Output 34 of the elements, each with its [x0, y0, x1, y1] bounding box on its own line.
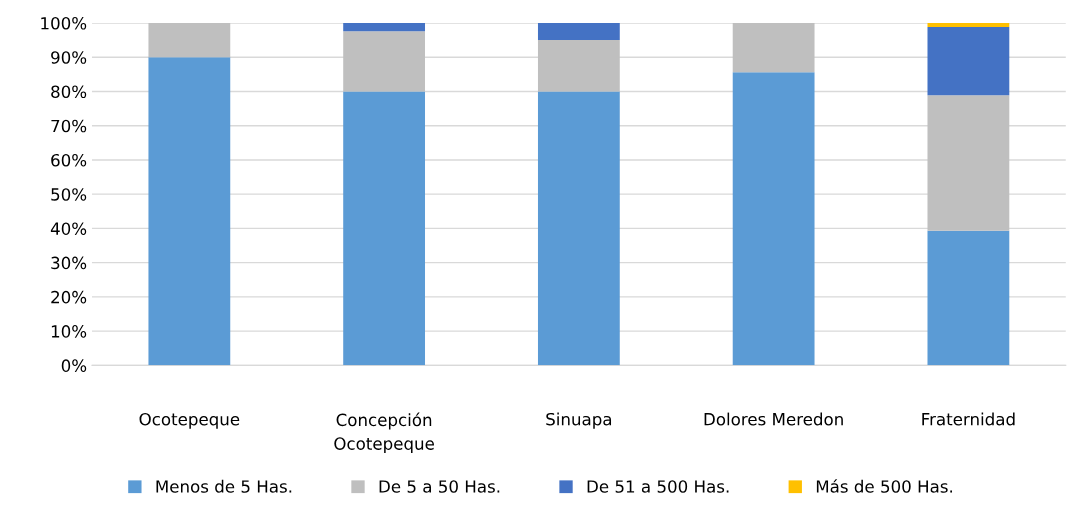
bar [927, 22, 1010, 28]
bar [537, 91, 620, 366]
y-tick-label: 80% [51, 85, 87, 99]
y-tick-label: 90% [51, 51, 87, 64]
legend-label: De 51 a 500 Has. [587, 480, 729, 493]
legend-label: De 5 a 50 Has. [379, 480, 500, 493]
y-tick-label: 100% [41, 16, 87, 30]
y-tick-label: 60% [51, 153, 87, 167]
bar [927, 230, 1010, 366]
y-tick-label: 30% [51, 256, 87, 270]
y-tick-label: 50% [51, 188, 87, 201]
bar [927, 95, 1010, 231]
y-tick-label: 0% [61, 359, 87, 372]
y-tick-label: 70% [51, 119, 87, 133]
x-tick-label: Sinuapa [546, 412, 612, 429]
bar [927, 27, 1010, 96]
y-tick-label: 10% [51, 325, 87, 338]
y-tick-label: 20% [51, 290, 87, 304]
legend-label: Más de 500 Has. [816, 479, 953, 493]
bar [537, 40, 620, 92]
x-tick-label: Ocotepeque [139, 412, 240, 429]
legend-label: Menos de 5 Has. [156, 479, 292, 493]
bar [537, 22, 620, 41]
x-tick-label: Fraternidad [922, 412, 1015, 426]
bar [343, 91, 426, 366]
y-tick-label: 40% [50, 222, 87, 235]
bar [148, 57, 231, 366]
bar [732, 72, 815, 366]
bar [343, 31, 426, 92]
bar [148, 22, 231, 58]
bar [343, 22, 426, 32]
bar [732, 22, 815, 73]
x-tick-label: Concepción Ocotepeque [334, 412, 434, 454]
x-tick-label: Dolores Meredon [704, 412, 843, 426]
